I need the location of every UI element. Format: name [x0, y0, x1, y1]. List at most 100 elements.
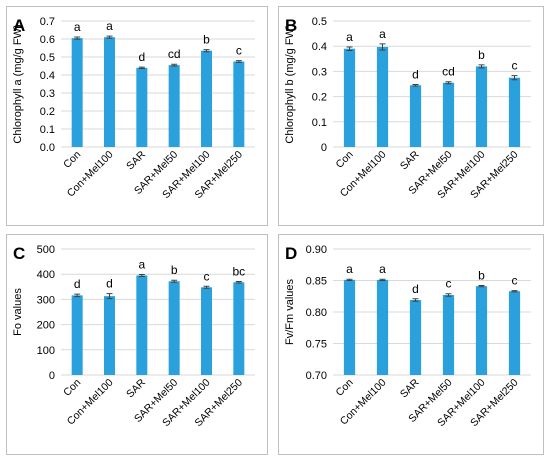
bar: [343, 48, 356, 147]
significance-letter: b: [478, 48, 485, 62]
y-tick-label: 0.2: [40, 106, 55, 118]
panel-letter: B: [285, 16, 297, 35]
significance-letter: c: [512, 59, 518, 73]
error-bar: [445, 81, 452, 85]
significance-letter: d: [138, 50, 145, 64]
bar: [508, 77, 521, 147]
significance-letter: d: [74, 277, 81, 291]
bar: [442, 294, 455, 375]
bar: [343, 279, 356, 375]
chart-panel-a: A Chlorophyll a (mg/g FW) 0.0 0.1 0.2 0.3 0.4 0…: [6, 6, 268, 226]
significance-letter: a: [379, 27, 386, 41]
error-bar: [203, 49, 210, 53]
error-bar: [74, 36, 81, 40]
x-tick-label: SAR: [398, 148, 422, 172]
error-bar: [138, 66, 145, 70]
panel-letter: C: [13, 244, 25, 263]
panel-letter: A: [13, 16, 25, 35]
significance-letter: c: [512, 274, 518, 288]
y-tick-label: 0.3: [40, 88, 55, 100]
significance-letter: a: [74, 20, 81, 34]
error-bar: [379, 43, 386, 51]
significance-letter: c: [236, 44, 242, 58]
significance-letter: d: [412, 68, 419, 82]
error-bar: [346, 46, 353, 51]
x-tick-label: SAR: [124, 148, 148, 172]
x-tick-label: Con: [61, 377, 83, 399]
y-tick-label: 0.1: [40, 124, 55, 136]
bar: [409, 85, 422, 147]
y-tick-label: 0.75: [306, 339, 327, 351]
bar: [233, 61, 245, 147]
y-tick-label: 0.4: [312, 41, 327, 53]
error-bar: [138, 273, 145, 277]
bar: [376, 279, 389, 375]
significance-letter: b: [478, 269, 485, 283]
significance-letter: cd: [168, 47, 181, 61]
chart-panel-d: D Fv/Fm values 0.70 0.75 0.80 0.85 0.90 a Con a Co…: [278, 234, 544, 455]
y-tick-label: 200: [37, 320, 55, 332]
y-tick-label: 0.4: [40, 70, 55, 82]
significance-letter: c: [204, 269, 210, 283]
error-bar: [171, 63, 178, 67]
significance-letter: d: [412, 282, 419, 296]
bar: [71, 38, 83, 147]
significance-letter: bc: [232, 265, 245, 279]
y-tick-label: 0: [321, 142, 327, 154]
x-tick-label: SAR: [124, 376, 148, 400]
bar: [409, 300, 422, 375]
error-bar: [379, 278, 386, 281]
y-tick-label: 0.1: [312, 117, 327, 129]
y-axis-label: Fv/Fm values: [284, 278, 296, 345]
error-bar: [511, 290, 518, 293]
bar: [508, 291, 521, 375]
chart-svg: CFo values0100200300400500dCondCon+Mel10…: [12, 244, 255, 429]
bar: [136, 67, 148, 147]
y-axis-label: Fo values: [12, 288, 24, 336]
bar: [475, 286, 488, 375]
bar: [104, 37, 115, 148]
bar: [201, 287, 212, 375]
significance-letter: cd: [442, 65, 455, 79]
error-bar: [171, 279, 178, 283]
error-bar: [74, 293, 81, 298]
panel-letter: D: [285, 244, 297, 263]
error-bar: [412, 298, 419, 302]
significance-letter: b: [203, 33, 210, 47]
bar: [475, 66, 488, 147]
error-bar: [412, 84, 419, 87]
error-bar: [511, 75, 518, 81]
y-tick-label: 0.90: [306, 244, 327, 256]
significance-letter: a: [346, 30, 353, 44]
y-tick-label: 0.80: [306, 307, 327, 319]
error-bar: [478, 285, 485, 288]
y-tick-label: 500: [37, 244, 55, 256]
y-tick-label: 0.3: [312, 66, 327, 78]
bar: [442, 82, 455, 147]
error-bar: [346, 278, 353, 281]
y-tick-label: 0.0: [40, 142, 55, 154]
x-tick-label: Con: [61, 149, 83, 171]
bar: [201, 50, 212, 148]
significance-letter: c: [446, 277, 452, 291]
bar: [168, 65, 180, 147]
y-tick-label: 0.6: [40, 34, 55, 46]
y-tick-label: 0.5: [40, 52, 55, 64]
x-tick-label: Con: [334, 149, 356, 171]
y-tick-label: 400: [37, 269, 55, 281]
chart-panel-c: C Fo values 0 100 200 300 400 500 d Con d Con+Mel10…: [6, 234, 268, 455]
y-axis-label: Chlorophyll a (mg/g FW): [12, 24, 24, 143]
y-tick-label: 100: [37, 345, 55, 357]
bar: [168, 281, 180, 375]
error-bar: [106, 293, 113, 300]
y-tick-label: 300: [37, 294, 55, 306]
bar: [71, 295, 83, 375]
bar: [233, 282, 245, 375]
bar: [136, 275, 148, 375]
significance-letter: a: [379, 262, 386, 276]
y-tick-label: 0.70: [306, 370, 327, 382]
error-bar: [445, 293, 452, 297]
y-axis-label: Chlorophyll b (mg/g FW): [284, 24, 296, 143]
chart-svg: DFv/Fm values0.700.750.800.850.90aConaCo…: [284, 244, 531, 429]
